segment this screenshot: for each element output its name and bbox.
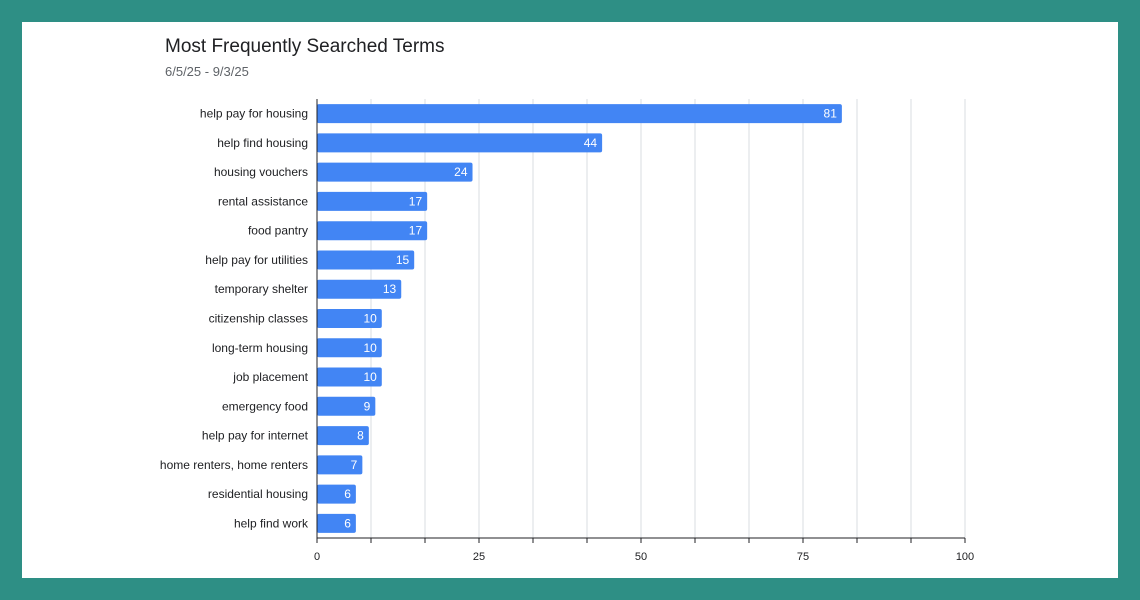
bar-value-label: 15	[396, 253, 410, 267]
bar-value-label: 10	[363, 312, 377, 326]
x-tick-label: 75	[797, 551, 809, 563]
bar	[317, 309, 382, 328]
bar	[317, 338, 382, 358]
category-label: help pay for utilities	[205, 253, 308, 267]
x-tick-label: 0	[314, 551, 320, 563]
bar	[317, 191, 428, 211]
chart-card: 81 help pay for housing 44 help find housin…	[22, 22, 1118, 578]
bar-value-label: 13	[383, 282, 397, 296]
x-tick-label: 100	[956, 551, 974, 563]
chart-subtitle: 6/5/25 - 9/3/25	[165, 64, 249, 79]
bar	[317, 426, 369, 446]
bar-chart: 81 help pay for housing 44 help find housin…	[160, 99, 974, 563]
bar	[317, 279, 402, 299]
category-label: help find housing	[217, 136, 308, 150]
category-label: rental assistance	[218, 194, 308, 208]
bar-value-label: 24	[454, 165, 468, 179]
bar-value-label: 6	[344, 487, 351, 501]
bar	[317, 104, 842, 124]
bar	[317, 513, 356, 533]
bar-value-label: 17	[409, 194, 423, 208]
chart-title: Most Frequently Searched Terms	[165, 36, 445, 57]
bar-value-label: 7	[351, 458, 358, 472]
bar	[317, 367, 382, 387]
category-label: help pay for housing	[200, 107, 308, 121]
x-tick-label: 50	[635, 551, 647, 563]
bar-value-label: 10	[363, 370, 377, 384]
bar	[317, 455, 363, 475]
bar	[317, 396, 376, 416]
bar-value-label: 17	[409, 224, 423, 238]
x-tick-label: 25	[473, 551, 485, 563]
bar-value-label: 9	[364, 399, 371, 413]
category-label: emergency food	[222, 399, 308, 413]
category-label: housing vouchers	[214, 165, 308, 179]
category-label: help pay for internet	[202, 429, 309, 443]
bar	[317, 221, 428, 241]
bar	[317, 133, 603, 153]
category-label: food pantry	[248, 224, 308, 238]
category-label: job placement	[232, 370, 308, 384]
bar-value-label: 44	[584, 136, 598, 150]
category-label: long-term housing	[212, 341, 308, 355]
bar	[317, 484, 356, 504]
category-label: home renters, home renters	[160, 458, 308, 472]
category-label: temporary shelter	[215, 282, 308, 296]
bar-value-label: 8	[357, 429, 364, 443]
category-label: residential housing	[208, 487, 308, 501]
bar-value-label: 81	[824, 107, 838, 121]
category-label: help find work	[234, 516, 309, 530]
bar-value-label: 10	[363, 341, 377, 355]
bar	[317, 250, 415, 270]
bar	[317, 162, 473, 182]
bar-value-label: 6	[344, 516, 351, 530]
category-label: citizenship classes	[209, 312, 308, 326]
